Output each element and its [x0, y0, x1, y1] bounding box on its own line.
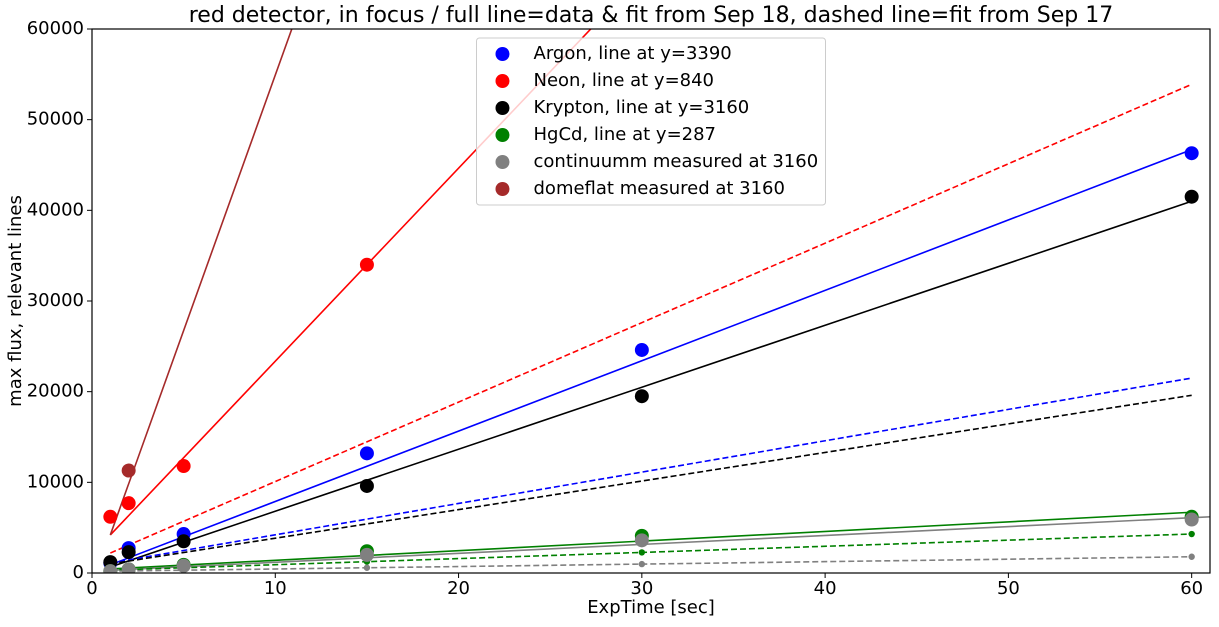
legend-label: HgCd, line at y=287: [534, 124, 717, 145]
x-axis-label: ExpTime [sec]: [587, 597, 715, 618]
data-point: [634, 342, 649, 357]
y-tick-label: 20000: [27, 381, 84, 402]
y-tick-label: 60000: [27, 18, 84, 39]
fit-line-dashed: [110, 555, 1192, 572]
legend-label: domeflat measured at 3160: [534, 178, 785, 199]
legend-marker: [495, 101, 510, 115]
x-tick-label: 60: [1180, 578, 1203, 599]
fit-line-dashed: [110, 83, 1192, 554]
fit-point: [1188, 530, 1195, 538]
plot-points: [103, 146, 1199, 573]
y-tick-label: 40000: [27, 199, 84, 220]
legend-box: [476, 37, 826, 206]
fit-line: [110, 515, 1210, 572]
data-point: [359, 446, 374, 461]
y-tick-label: 30000: [27, 290, 84, 311]
data-point: [176, 534, 191, 549]
x-tick-label: 20: [447, 578, 470, 599]
legend-label: continuumm measured at 3160: [534, 151, 819, 172]
data-point: [359, 478, 374, 493]
x-tick-label: 30: [630, 578, 653, 599]
fit-point: [1188, 553, 1195, 560]
x-tick-label: 0: [86, 578, 97, 599]
data-point: [176, 459, 191, 474]
y-tick-label: 0: [73, 562, 84, 583]
fit-point: [638, 560, 646, 568]
x-tick-label: 40: [814, 578, 837, 599]
data-point: [103, 509, 118, 524]
data-point: [176, 558, 191, 573]
legend-marker: [495, 47, 510, 61]
data-point: [121, 545, 136, 560]
x-tick-label: 50: [997, 578, 1020, 599]
fit-line-dashed: [110, 533, 1192, 572]
data-point: [121, 463, 136, 478]
legend: Argon, line at y=3390 Neon, line at y=840…: [476, 37, 826, 206]
y-axis-label: max flux, relevant lines: [5, 195, 26, 407]
fit-point: [638, 549, 646, 556]
fit-line: [109, 29, 293, 536]
fit-line: [110, 200, 1192, 568]
data-point: [103, 564, 118, 573]
axes: 0 10 20 30 40 50 60 0 10000 20000 30000 40000 50000 6…: [27, 18, 1203, 599]
data-point: [121, 562, 136, 573]
legend-marker: [495, 182, 510, 196]
data-point: [121, 496, 136, 511]
legend-marker: [495, 74, 510, 88]
data-point: [634, 389, 649, 404]
data-point: [634, 533, 649, 548]
data-point: [1184, 146, 1199, 161]
data-point: [359, 547, 374, 562]
fit-line-dashed: [110, 394, 1192, 565]
data-point: [1184, 189, 1199, 204]
fit-line: [110, 511, 1192, 570]
y-tick-label: 50000: [27, 109, 84, 130]
fit-line: [109, 29, 592, 536]
fit-line-dashed: [110, 377, 1192, 564]
legend-label: Argon, line at y=3390: [534, 43, 732, 64]
chart-title: red detector, in focus / full line=data …: [189, 3, 1114, 28]
x-tick-label: 10: [264, 578, 287, 599]
legend-label: Neon, line at y=840: [534, 70, 715, 91]
fit-line: [110, 148, 1192, 566]
y-tick-label: 10000: [27, 471, 84, 492]
legend-marker: [495, 155, 510, 169]
fit-point: [363, 564, 371, 571]
legend-label: Krypton, line at y=3160: [534, 97, 750, 118]
data-point: [359, 257, 374, 272]
legend-marker: [495, 128, 510, 142]
data-point: [1184, 512, 1199, 527]
